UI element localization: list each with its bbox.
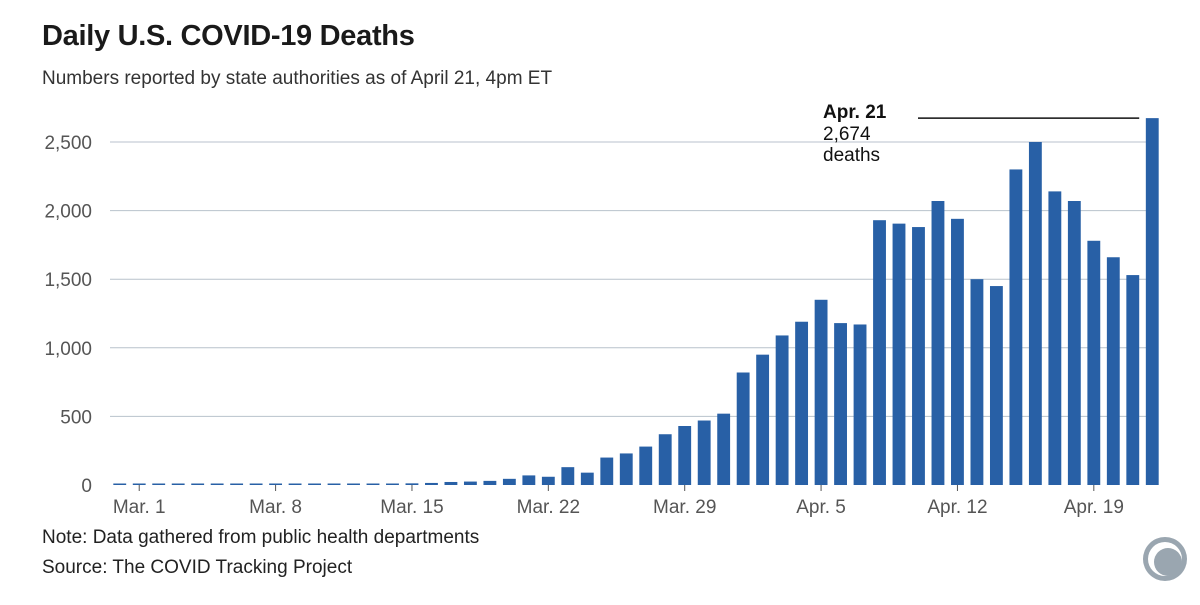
bar	[658, 434, 672, 485]
bar	[970, 279, 984, 485]
bar	[425, 482, 438, 485]
bar	[541, 476, 555, 485]
bar	[1067, 201, 1081, 485]
bar	[347, 483, 360, 485]
bar	[327, 483, 341, 485]
bar	[405, 483, 419, 485]
bar	[113, 483, 127, 485]
bar	[834, 323, 847, 485]
bar	[717, 413, 731, 485]
x-tick-label: Apr. 19	[1064, 497, 1124, 518]
bar	[386, 483, 399, 485]
y-tick-label: 500	[60, 407, 92, 428]
bar	[132, 483, 146, 485]
bars	[113, 118, 1159, 485]
bar	[152, 483, 166, 485]
y-tick-label: 1,500	[44, 270, 92, 291]
bar	[600, 457, 614, 485]
y-tick-label: 2,500	[44, 133, 92, 154]
bar	[756, 354, 770, 485]
bar	[1145, 118, 1159, 485]
bar	[1009, 169, 1023, 485]
bar	[639, 446, 653, 485]
bar	[736, 372, 750, 485]
bar	[873, 220, 886, 485]
bar	[697, 420, 711, 485]
annotation-value: 2,674	[823, 124, 871, 145]
bar	[522, 475, 536, 485]
x-tick-label: Mar. 1	[113, 497, 166, 518]
bar	[502, 478, 516, 485]
bar	[853, 324, 867, 485]
c-ring-logo-icon	[1143, 537, 1187, 581]
x-tick-label: Mar. 8	[249, 497, 302, 518]
bar	[580, 472, 594, 485]
bar	[1126, 275, 1140, 485]
bar	[1028, 142, 1042, 485]
x-tick-label: Mar. 29	[653, 497, 716, 518]
x-tick-label: Apr. 5	[796, 497, 846, 518]
bar	[989, 286, 1003, 485]
bar	[249, 483, 263, 485]
x-tick-label: Apr. 12	[927, 497, 987, 518]
bar	[366, 483, 380, 485]
bar	[892, 223, 906, 485]
x-tick-label: Mar. 22	[517, 497, 580, 518]
bar	[931, 201, 945, 485]
y-tick-label: 2,000	[44, 202, 92, 223]
bar	[814, 299, 828, 485]
bar	[308, 483, 321, 485]
bar	[483, 480, 497, 485]
bar	[210, 483, 224, 485]
y-tick-label: 0	[81, 476, 92, 497]
bar	[1106, 257, 1120, 485]
bar	[463, 481, 477, 485]
chart-note: Note: Data gathered from public health d…	[42, 527, 480, 548]
bar	[619, 453, 633, 485]
bar	[951, 218, 964, 485]
chart-subtitle: Numbers reported by state authorities as…	[42, 68, 553, 89]
annotation-unit: deaths	[823, 145, 880, 166]
bar	[1087, 240, 1101, 485]
bar	[1048, 191, 1062, 485]
x-tick-label: Mar. 15	[380, 497, 443, 518]
bar	[191, 483, 205, 485]
bar	[561, 467, 575, 485]
y-axis-ticks: 0 500 1,000 1,500 2,000 2,500	[44, 133, 92, 497]
y-tick-label: 1,000	[44, 339, 92, 360]
bar	[288, 483, 302, 485]
bar	[444, 481, 458, 485]
bar	[775, 335, 789, 485]
bar	[912, 227, 925, 485]
annotation-date: Apr. 21	[823, 102, 887, 123]
bar	[230, 483, 244, 485]
chart-title: Daily U.S. COVID-19 Deaths	[42, 20, 415, 52]
bar	[171, 483, 185, 485]
bar	[269, 483, 283, 485]
chart-source: Source: The COVID Tracking Project	[42, 557, 353, 578]
bar	[795, 321, 809, 485]
x-axis-ticks: Mar. 1 Mar. 8 Mar. 15 Mar. 22 Mar. 29 Apr. 5 A…	[113, 485, 1124, 518]
bar	[678, 426, 692, 485]
